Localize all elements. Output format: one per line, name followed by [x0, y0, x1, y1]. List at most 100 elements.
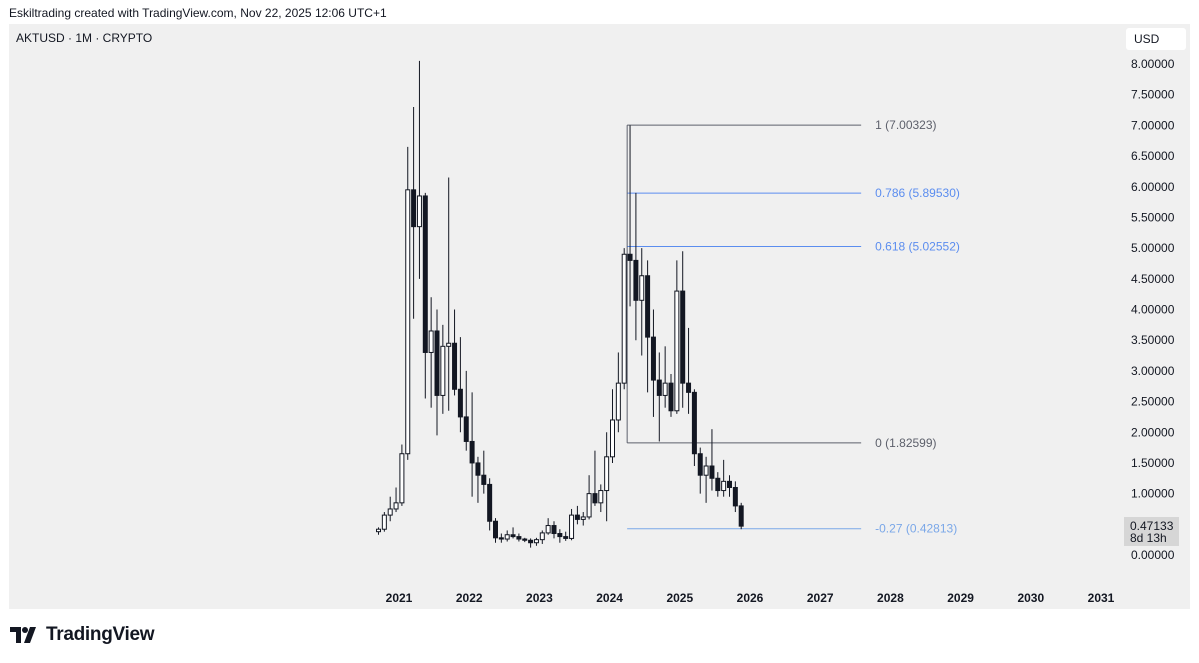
candle	[604, 432, 610, 522]
candle	[639, 248, 645, 356]
candle-body	[516, 536, 522, 540]
candle	[399, 444, 405, 506]
candle-body	[539, 532, 545, 541]
candle-body	[580, 516, 586, 520]
candle-body	[457, 388, 463, 418]
candle	[493, 518, 498, 543]
candle-body	[639, 275, 645, 301]
candle-body	[533, 539, 539, 544]
fib-level-label: 0 (1.82599)	[875, 436, 936, 450]
candle-body	[545, 525, 551, 534]
x-tick-label: 2027	[807, 591, 834, 605]
candle	[709, 429, 715, 491]
x-tick-label: 2029	[947, 591, 974, 605]
candle	[428, 297, 434, 408]
tradingview-logo-icon	[10, 627, 36, 643]
candle-body	[633, 259, 639, 301]
candle-body	[463, 416, 469, 442]
last-price: 0.47133	[1130, 519, 1174, 533]
fib-retracement[interactable]: 1 (7.00323) 0.786 (5.89530) 0.618 (5.02552…	[626, 118, 960, 536]
candle-body	[428, 330, 434, 353]
candle	[487, 478, 493, 531]
y-tick-label: 5.50000	[1131, 210, 1175, 224]
y-tick-label: 3.50000	[1131, 333, 1175, 347]
candle	[598, 484, 604, 513]
candle-body	[727, 480, 732, 488]
fib-level-label: -0.27 (0.42813)	[875, 522, 957, 536]
candle-body	[686, 382, 692, 393]
candle	[662, 346, 668, 408]
candle-body	[668, 382, 674, 412]
candle-body	[615, 382, 621, 421]
candle	[393, 487, 399, 513]
y-tick-label: 4.00000	[1131, 303, 1175, 317]
candle	[504, 530, 510, 542]
x-tick-label: 2026	[737, 591, 764, 605]
candle-body	[569, 514, 575, 539]
candle-body	[721, 480, 727, 492]
candle	[715, 472, 721, 497]
candle	[522, 537, 528, 543]
candle-body	[674, 290, 680, 412]
candle	[545, 518, 551, 535]
brand-name: TradingView	[46, 624, 155, 645]
y-tick-label: 7.00000	[1131, 118, 1175, 132]
candle	[656, 352, 662, 442]
currency-label: USD	[1134, 32, 1160, 46]
candle	[633, 192, 639, 341]
candle	[381, 512, 387, 532]
candle	[592, 450, 598, 506]
candle	[721, 459, 727, 497]
y-tick-label: 5.00000	[1131, 241, 1175, 255]
candle-body	[563, 536, 569, 539]
candle-body	[732, 486, 738, 507]
x-tick-label: 2023	[526, 591, 553, 605]
x-tick-label: 2025	[666, 591, 693, 605]
price-chart[interactable]: AKTUSD · 1M · CRYPTO 1 (7.00323) 0.786 (5…	[9, 24, 1190, 609]
candle-body	[381, 514, 387, 530]
candle-body	[399, 453, 405, 504]
candle-body	[387, 508, 393, 516]
chart-area[interactable]: AKTUSD · 1M · CRYPTO 1 (7.00323) 0.786 (5…	[9, 24, 1190, 609]
candle	[569, 508, 575, 541]
candle-body	[715, 477, 721, 492]
x-axis[interactable]: 2021 2022 2023 2024 2025 2026 2027 2028 2029 2030…	[386, 591, 1115, 605]
y-tick-label: 2.50000	[1131, 395, 1175, 409]
candle-body	[422, 195, 428, 353]
candle	[539, 530, 545, 544]
candle-body	[440, 345, 446, 396]
candle-body	[574, 514, 580, 520]
candle	[627, 125, 633, 307]
y-tick-label: 6.00000	[1131, 180, 1175, 194]
candle-body	[452, 342, 458, 390]
candle	[691, 389, 697, 467]
candle	[452, 309, 458, 396]
candle	[498, 533, 504, 543]
y-tick-label: 1.00000	[1131, 487, 1175, 501]
candle	[615, 352, 621, 433]
candle-body	[510, 534, 516, 538]
candle	[686, 327, 692, 414]
candle	[563, 531, 569, 541]
fib-level-label: 0.618 (5.02552)	[875, 240, 960, 254]
y-axis[interactable]: 8.00000 7.50000 7.00000 6.50000 6.00000 5.500…	[1131, 57, 1175, 562]
candle-body	[446, 342, 452, 347]
tradingview-logo[interactable]: TradingView	[10, 624, 155, 646]
fib-level-label: 0.786 (5.89530)	[875, 186, 960, 200]
candle-body	[703, 465, 709, 476]
candle	[440, 324, 446, 414]
candle-body	[481, 474, 487, 485]
candle	[703, 456, 709, 503]
candle-body	[522, 538, 528, 541]
candle	[457, 337, 463, 433]
chart-attribution: Eskiltrading created with TradingView.co…	[9, 6, 387, 20]
candle-countdown: 8d 13h	[1130, 531, 1167, 545]
candle-body	[528, 539, 534, 544]
x-tick-label: 2030	[1017, 591, 1044, 605]
candle	[551, 521, 557, 539]
candle	[422, 192, 428, 399]
currency-button[interactable]: USD	[1126, 28, 1186, 50]
candle-body	[411, 189, 417, 228]
x-tick-label: 2022	[456, 591, 483, 605]
candle-body	[469, 440, 475, 464]
